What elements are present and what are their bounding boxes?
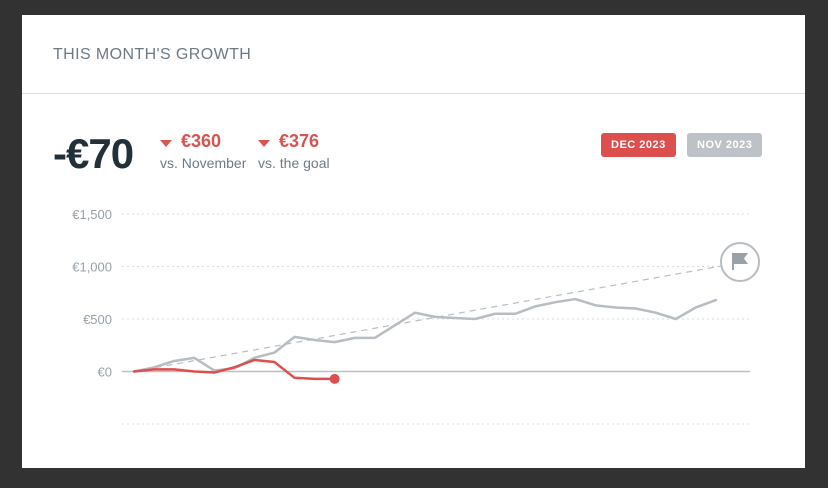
y-tick-label: €500	[83, 312, 112, 327]
delta-vs-goal-label: vs. the goal	[258, 155, 330, 171]
delta-vs-november-label: vs. November	[160, 155, 247, 171]
previous-month-line	[132, 297, 718, 373]
current-month-endpoint	[329, 373, 340, 384]
card-header: THIS MONTH'S GROWTH	[22, 15, 805, 94]
delta-vs-november: €360 vs. November	[160, 131, 246, 171]
card-title: THIS MONTH'S GROWTH	[53, 46, 252, 63]
goal-marker	[720, 242, 760, 282]
tab-dec-2023[interactable]: DEC 2023	[601, 133, 676, 157]
y-tick-label: €0	[98, 365, 112, 380]
delta-vs-goal-value: €376	[279, 131, 320, 151]
y-tick-label: €1,000	[72, 260, 112, 275]
flag-icon	[732, 253, 748, 270]
goal-line	[133, 262, 737, 373]
current-month-line	[132, 358, 336, 381]
delta-vs-november-value: €360	[181, 131, 222, 151]
growth-chart: €0 €500 €1,000 €1,500	[72, 207, 760, 425]
caret-down-icon	[160, 139, 172, 147]
growth-card: THIS MONTH'S GROWTH -€70 €360 vs. Novemb…	[22, 15, 805, 468]
y-tick-label: €1,500	[72, 207, 112, 222]
tab-nov-2023[interactable]: NOV 2023	[687, 133, 763, 157]
growth-value: -€70	[53, 130, 134, 177]
delta-vs-goal: €376 vs. the goal	[258, 131, 330, 171]
caret-down-icon	[258, 139, 270, 147]
